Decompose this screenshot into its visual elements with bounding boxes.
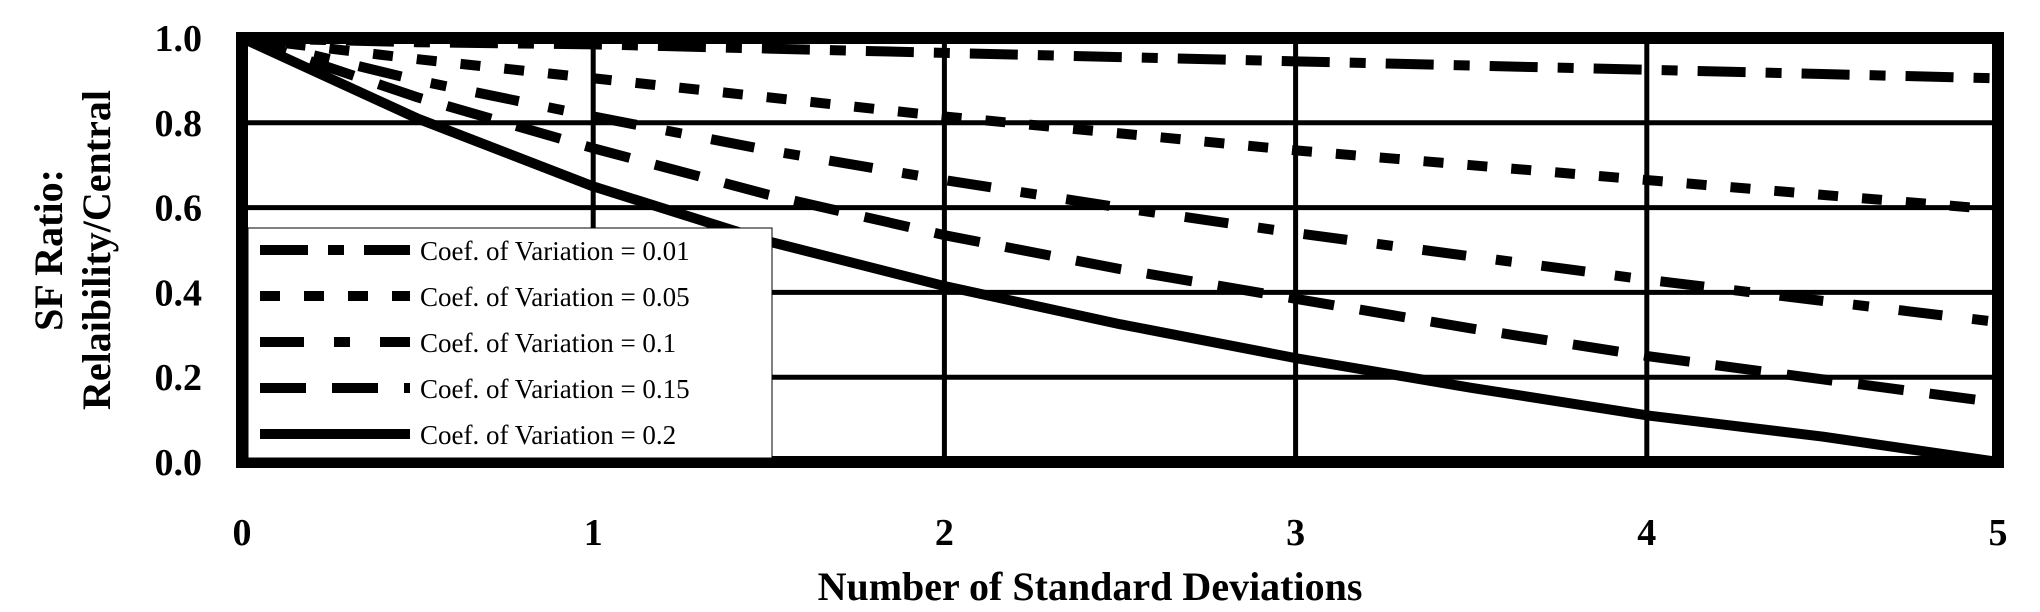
grid-lines [242, 38, 1998, 462]
x-tick-label: 5 [1989, 512, 2008, 554]
x-tick-label: 2 [935, 512, 954, 554]
series-line [240, 33, 1999, 408]
x-axis-title: Number of Standard Deviations [818, 564, 1363, 609]
legend-label: Coef. of Variation = 0.2 [420, 420, 676, 450]
y-tick-label: 0.6 [155, 188, 203, 230]
y-tick-label: 0.4 [155, 272, 203, 314]
legend-label: Coef. of Variation = 0.1 [420, 328, 676, 358]
y-axis-title-line-1: SF Ratio: [26, 169, 71, 331]
y-tick-label: 0.0 [155, 442, 203, 484]
y-axis-title-line-2: Relaibility/Central [74, 90, 119, 410]
x-tick-label: 0 [233, 512, 252, 554]
plot-frame [236, 32, 2004, 468]
y-axis-title: SF Ratio: Relaibility/Central [26, 90, 119, 410]
series-lines [239, 33, 1999, 467]
legend: Coef. of Variation = 0.01 Coef. of Variat… [247, 227, 773, 459]
x-tick-labels: 0 1 2 3 4 5 [233, 512, 2008, 554]
y-tick-label: 1.0 [155, 18, 203, 60]
x-tick-label: 3 [1286, 512, 1305, 554]
x-tick-label: 4 [1637, 512, 1656, 554]
legend-label: Coef. of Variation = 0.05 [420, 282, 690, 312]
x-tick-label: 1 [584, 512, 603, 554]
y-tick-label: 0.8 [155, 103, 203, 145]
y-tick-labels: 0.0 0.2 0.4 0.6 0.8 1.0 [155, 18, 203, 484]
legend-label: Coef. of Variation = 0.01 [420, 236, 690, 266]
legend-label: Coef. of Variation = 0.15 [420, 374, 690, 404]
series-line [239, 33, 1999, 467]
series-line [241, 33, 1999, 84]
y-tick-label: 0.2 [155, 357, 203, 399]
series-line [241, 33, 1999, 215]
